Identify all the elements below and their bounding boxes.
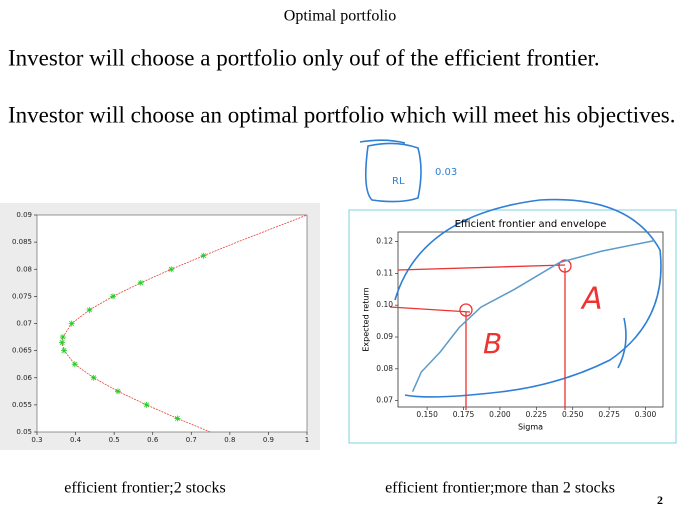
x-tick-label: 0.8 xyxy=(224,436,235,444)
y-tick-label: 0.06 xyxy=(16,374,32,382)
annotation: A xyxy=(580,282,603,317)
chart-title: Efficient frontier and envelope xyxy=(455,219,607,230)
star-point xyxy=(143,401,150,408)
star-point xyxy=(168,266,175,273)
left-plot-area xyxy=(36,214,308,433)
x-axis-label: Sigma xyxy=(518,423,543,432)
right-chart-frame xyxy=(348,209,677,444)
star-point xyxy=(109,293,116,300)
x-tick-label: 0.225 xyxy=(526,410,548,419)
y-tick-label: 0.07 xyxy=(16,320,32,328)
star-point xyxy=(68,320,75,327)
star-point xyxy=(86,306,93,313)
x-tick-label: 0.7 xyxy=(186,436,197,444)
body-line: Investor will choose an optimal portfoli… xyxy=(8,102,676,127)
right-plot-area xyxy=(397,231,664,408)
y-axis-label: Expected return xyxy=(362,287,371,351)
x-tick-label: 0.4 xyxy=(70,436,82,444)
y-tick-label: 0.05 xyxy=(16,428,32,436)
x-tick-label: 0.250 xyxy=(562,410,584,419)
x-tick-label: 0.9 xyxy=(263,436,274,444)
page-number: 2 xyxy=(657,493,663,507)
series-line xyxy=(411,239,655,393)
y-tick-label: 0.085 xyxy=(12,238,32,246)
x-tick-label: 0.200 xyxy=(489,410,511,419)
star-point xyxy=(200,252,207,259)
y-tick-label: 0.11 xyxy=(376,268,393,277)
hand-lines xyxy=(389,259,572,410)
y-tick-label: 0.055 xyxy=(12,401,32,409)
hand-drawing xyxy=(359,139,662,398)
star-point xyxy=(59,339,66,346)
y-tick-label: 0.075 xyxy=(12,292,32,300)
star-point xyxy=(71,361,78,368)
x-tick-label: 0.150 xyxy=(416,410,438,419)
caption: efficient frontier;more than 2 stocks xyxy=(385,480,615,497)
y-tick-label: 0.08 xyxy=(376,364,393,373)
x-tick-label: 0.6 xyxy=(147,436,159,444)
x-tick-label: 1 xyxy=(305,436,309,444)
star-point xyxy=(115,388,121,395)
annotation: B xyxy=(483,327,502,360)
y-tick-label: 0.09 xyxy=(376,332,393,341)
x-tick-label: 0.300 xyxy=(635,410,657,419)
x-tick-label: 0.275 xyxy=(598,410,620,419)
star-point xyxy=(90,374,97,381)
star-point xyxy=(137,279,144,286)
star-point xyxy=(61,347,67,354)
y-tick-label: 0.12 xyxy=(376,237,393,246)
star-point xyxy=(59,334,66,341)
x-tick-label: 0.175 xyxy=(453,410,475,419)
y-tick-label: 0.07 xyxy=(376,396,393,405)
x-tick-label: 0.5 xyxy=(109,436,120,444)
x-tick-label: 0.3 xyxy=(31,436,42,444)
y-tick-label: 0.065 xyxy=(12,347,32,355)
series-line xyxy=(61,214,308,433)
y-tick-label: 0.09 xyxy=(16,211,32,219)
slide-title: Optimal portfolio xyxy=(284,8,396,25)
star-point xyxy=(174,415,181,422)
annotation: RL xyxy=(392,176,405,187)
body-line: Investor will choose a portfolio only ou… xyxy=(8,45,600,70)
y-tick-label: 0.08 xyxy=(16,265,32,273)
y-tick-label: 0.10 xyxy=(376,300,393,309)
caption: efficient frontier;2 stocks xyxy=(64,480,225,497)
annotation: 0.03 xyxy=(435,167,457,178)
